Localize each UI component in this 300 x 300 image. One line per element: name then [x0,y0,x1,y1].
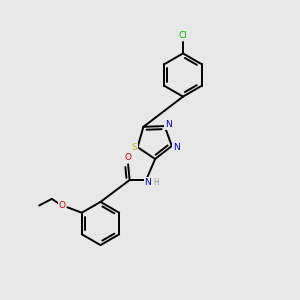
Text: S: S [131,143,137,152]
Text: H: H [153,178,159,187]
Text: O: O [124,153,132,162]
Text: N: N [144,178,151,187]
Text: O: O [58,201,65,210]
Text: Cl: Cl [178,31,188,40]
Text: N: N [173,143,180,152]
Text: N: N [165,120,172,129]
